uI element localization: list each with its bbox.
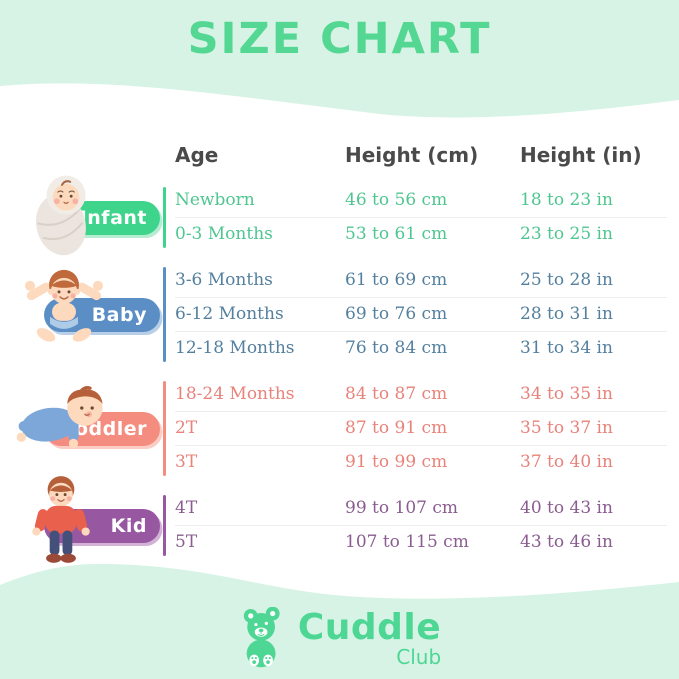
- group-illustration: [24, 475, 98, 573]
- group-pill-label: Baby: [91, 303, 147, 326]
- cell-cm: 91 to 99 cm: [345, 452, 448, 472]
- teddy-bear-icon: [243, 607, 280, 668]
- group-rows: 3-6 Months 61 to 69 cm 25 to 28 in 6-12 Mon…: [175, 264, 667, 365]
- table-row: 3T 91 to 99 cm 37 to 40 in: [175, 445, 667, 479]
- cell-in: 40 to 43 in: [520, 498, 613, 518]
- cell-age: 3-6 Months: [175, 270, 273, 290]
- group-rows: 18-24 Months 84 to 87 cm 34 to 35 in 2T 87 t…: [175, 378, 667, 479]
- size-group: Kid 4T 99 to 107 cm 40 to 43 in 5T 107 to 11…: [0, 475, 667, 563]
- brand-wordmark: Cuddle Club: [297, 607, 442, 669]
- cell-in: 37 to 40 in: [520, 452, 613, 472]
- group-illustration: [24, 266, 104, 352]
- cell-cm: 99 to 107 cm: [345, 498, 458, 518]
- table-header-row: Age Height (cm) Height (in): [175, 140, 667, 170]
- group-illustration: [20, 168, 106, 258]
- header-height-cm: Height (cm): [345, 143, 479, 167]
- group-accent-line: [163, 495, 166, 556]
- cell-age: 6-12 Months: [175, 304, 284, 324]
- cell-cm: 76 to 84 cm: [345, 338, 448, 358]
- cell-in: 28 to 31 in: [520, 304, 613, 324]
- crawling-toddler-illustration: [16, 385, 103, 448]
- size-group: Infant Newborn 46 to 56 cm 18 to 23 in 0-3 …: [0, 175, 667, 255]
- cell-cm: 61 to 69 cm: [345, 270, 448, 290]
- header-age: Age: [175, 143, 219, 167]
- cell-age: Newborn: [175, 190, 255, 210]
- cell-cm: 46 to 56 cm: [345, 190, 448, 210]
- table-row: Newborn 46 to 56 cm 18 to 23 in: [175, 184, 667, 217]
- cell-cm: 87 to 91 cm: [345, 418, 448, 438]
- cell-cm: 107 to 115 cm: [345, 532, 469, 552]
- table-row: 3-6 Months 61 to 69 cm 25 to 28 in: [175, 264, 667, 297]
- group-rows: Newborn 46 to 56 cm 18 to 23 in 0-3 Months 5…: [175, 184, 667, 251]
- cell-cm: 53 to 61 cm: [345, 224, 448, 244]
- size-group: Toddler 18-24 Months 84 to 87 cm 34 to 35 …: [0, 378, 667, 479]
- cell-in: 18 to 23 in: [520, 190, 613, 210]
- cell-age: 3T: [175, 452, 198, 472]
- table-row: 2T 87 to 91 cm 35 to 37 in: [175, 411, 667, 445]
- swaddled-infant-illustration: [35, 175, 86, 255]
- group-accent-line: [163, 187, 166, 248]
- cell-age: 18-24 Months: [175, 384, 295, 404]
- table-row: 6-12 Months 69 to 76 cm 28 to 31 in: [175, 297, 667, 331]
- cell-in: 23 to 25 in: [520, 224, 613, 244]
- brand-logo: Cuddle Club: [0, 607, 679, 671]
- cell-age: 0-3 Months: [175, 224, 273, 244]
- cell-in: 25 to 28 in: [520, 270, 613, 290]
- page-title: SIZE CHART: [187, 14, 492, 64]
- table-row: 18-24 Months 84 to 87 cm 34 to 35 in: [175, 378, 667, 411]
- table-groups: Infant Newborn 46 to 56 cm 18 to 23 in 0-3 …: [0, 175, 667, 563]
- group-accent-line: [163, 267, 166, 362]
- cell-age: 5T: [175, 532, 198, 552]
- cell-in: 43 to 46 in: [520, 532, 613, 552]
- cell-cm: 84 to 87 cm: [345, 384, 448, 404]
- group-illustration: [12, 378, 112, 454]
- baby-arms-up-illustration: [25, 269, 103, 342]
- table-row: 5T 107 to 115 cm 43 to 46 in: [175, 525, 667, 559]
- cell-cm: 69 to 76 cm: [345, 304, 448, 324]
- table-row: 12-18 Months 76 to 84 cm 31 to 34 in: [175, 331, 667, 365]
- group-pill-label: Infant: [79, 206, 147, 229]
- table-row: 0-3 Months 53 to 61 cm 23 to 25 in: [175, 217, 667, 251]
- cell-in: 31 to 34 in: [520, 338, 613, 358]
- cell-age: 4T: [175, 498, 198, 518]
- brand-suffix: Club: [396, 645, 442, 669]
- group-accent-line: [163, 381, 166, 476]
- cell-in: 35 to 37 in: [520, 418, 613, 438]
- group-rows: 4T 99 to 107 cm 40 to 43 in 5T 107 to 115 cm…: [175, 492, 667, 559]
- size-table: Age Height (cm) Height (in) Infant Newbo…: [0, 140, 667, 563]
- table-row: 4T 99 to 107 cm 40 to 43 in: [175, 492, 667, 525]
- cell-age: 12-18 Months: [175, 338, 295, 358]
- brand-name: Cuddle: [297, 607, 442, 648]
- cell-in: 34 to 35 in: [520, 384, 613, 404]
- standing-kid-illustration: [32, 475, 90, 563]
- cell-age: 2T: [175, 418, 198, 438]
- group-pill-label: Kid: [110, 514, 147, 537]
- header-height-in: Height (in): [520, 143, 642, 167]
- size-group: Baby 3-6 Months 61 to 69 cm 25 to 28 in 6-1…: [0, 264, 667, 365]
